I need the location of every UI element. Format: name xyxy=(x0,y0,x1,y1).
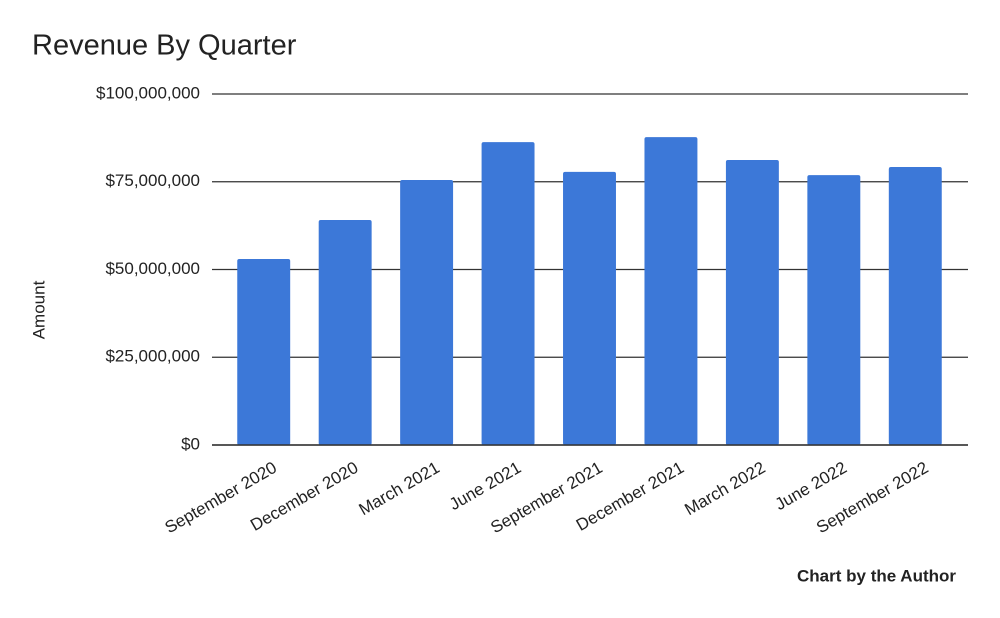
y-tick-label: $25,000,000 xyxy=(105,347,200,366)
bar xyxy=(481,142,535,445)
x-tick-label: March 2021 xyxy=(356,458,443,519)
bar xyxy=(400,179,454,445)
bar xyxy=(318,220,372,445)
y-tick-label: $50,000,000 xyxy=(105,259,200,278)
y-tick-label: $0 xyxy=(181,434,200,453)
bar xyxy=(563,171,616,445)
bar xyxy=(644,137,698,445)
bar xyxy=(237,258,291,445)
bar xyxy=(807,175,861,445)
bar xyxy=(725,159,779,445)
y-axis-title: Amount xyxy=(29,280,48,339)
y-tick-label: $75,000,000 xyxy=(105,171,200,190)
bar xyxy=(888,167,942,445)
chart-title: Revenue By Quarter xyxy=(32,30,297,62)
x-tick-label: March 2022 xyxy=(681,458,768,519)
footer: Chart by the Author xyxy=(797,566,956,585)
y-tick-label: $100,000,000 xyxy=(96,83,200,102)
